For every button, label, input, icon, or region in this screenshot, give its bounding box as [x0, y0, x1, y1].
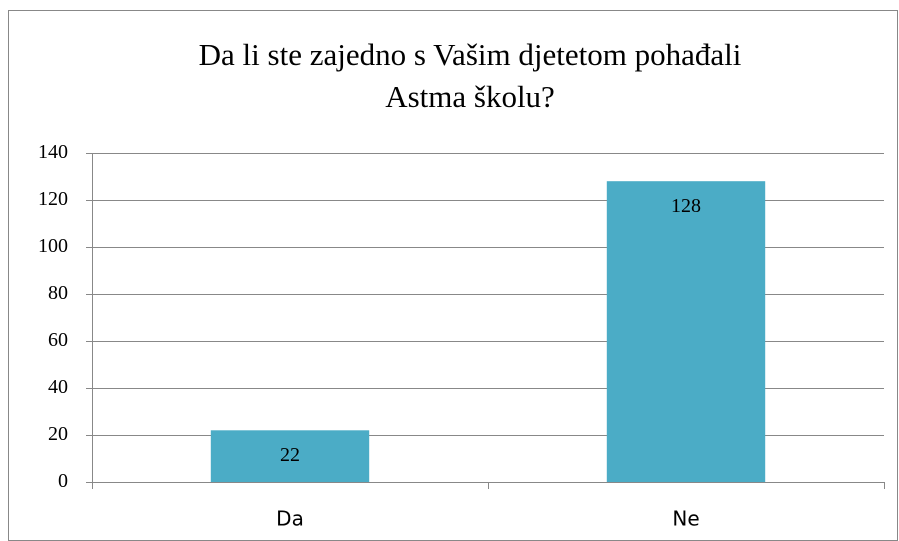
y-tick-label: 120 — [38, 188, 68, 210]
x-tick-label: Ne — [672, 507, 699, 531]
chart-title: Da li ste zajedno s Vašim djetetom pohađ… — [199, 37, 742, 72]
bar — [210, 430, 370, 482]
x-tick-label: Da — [276, 507, 304, 531]
y-tick-label: 140 — [38, 141, 68, 163]
y-tick-label: 40 — [48, 376, 68, 398]
y-tick-label: 0 — [58, 470, 68, 492]
data-label: 128 — [671, 195, 701, 217]
bar — [606, 181, 766, 482]
chart-title: Astma školu? — [385, 79, 555, 114]
y-tick-label: 60 — [48, 329, 68, 351]
y-tick-label: 20 — [48, 423, 68, 445]
y-tick-label: 100 — [38, 235, 68, 257]
y-tick-label: 80 — [48, 282, 68, 304]
data-label: 22 — [280, 444, 300, 466]
